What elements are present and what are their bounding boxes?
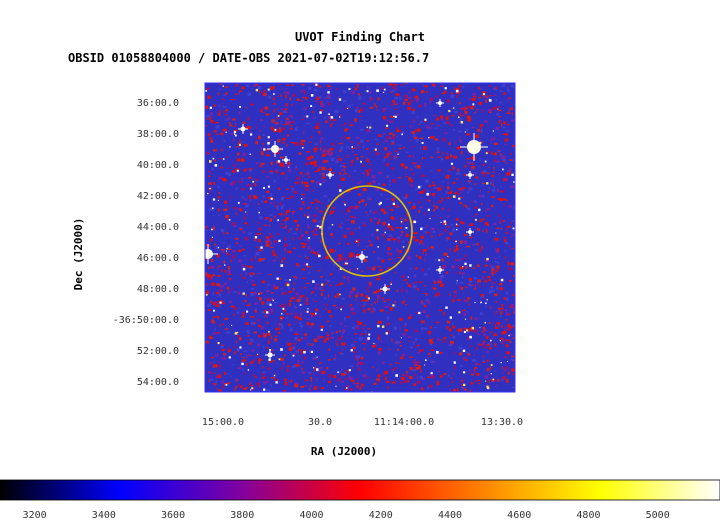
colorbar-tick-5000: 5000: [646, 510, 670, 521]
dec-tick-label: 48:00.0: [137, 284, 179, 295]
colorbar-tick-4200: 4200: [369, 510, 393, 521]
y-axis-label: Dec (J2000): [72, 218, 85, 291]
ra-tick-label: 11:14:00.0: [374, 417, 434, 428]
chart-title: UVOT Finding Chart: [294, 30, 426, 44]
dec-tick-label: 46:00.0: [137, 253, 179, 264]
image-frame: [204, 82, 516, 393]
dec-tick-labels: 36:00.0 38:00.0 40:00.0 42:00.0 44:00.0 46:00…: [113, 98, 179, 388]
colorbar: [0, 479, 720, 501]
colorbar-tick-3600: 3600: [161, 510, 185, 521]
sky-image: [205, 83, 515, 392]
dec-tick-label: 38:00.0: [137, 129, 179, 140]
dec-tick-label: 54:00.0: [137, 377, 179, 388]
ra-tick-labels: 15:00.0 30.0 11:14:00.0 13:30.0: [202, 417, 523, 428]
colorbar-tick-3200: 3200: [23, 510, 47, 521]
dec-tick-label: 42:00.0: [137, 191, 179, 202]
dec-tick-label: 36:00.0: [137, 98, 179, 109]
colorbar-tick-3800: 3800: [230, 510, 254, 521]
chart-subtitle: OBSID 01058804000 / DATE-OBS 2021-07-02T…: [68, 51, 430, 65]
dec-tick-label: -36:50:00.0: [113, 315, 179, 326]
dec-tick-label: 40:00.0: [137, 160, 179, 171]
dec-tick-label: 44:00.0: [137, 222, 179, 233]
colorbar-tick-4800: 4800: [576, 510, 600, 521]
ra-tick-label: 13:30.0: [481, 417, 523, 428]
source-region-circle: [321, 185, 413, 277]
dec-tick-label: 52:00.0: [137, 346, 179, 357]
colorbar-tick-4600: 4600: [507, 510, 531, 521]
colorbar-tick-labels: 3200 3400 3600 3800 4000 4200 4400 4600 4800 5000: [23, 510, 670, 521]
colorbar-tick-4000: 4000: [299, 510, 323, 521]
ra-tick-label: 15:00.0: [202, 417, 244, 428]
x-axis-label: RA (J2000): [311, 445, 377, 458]
colorbar-tick-3400: 3400: [92, 510, 116, 521]
colorbar-tick-4400: 4400: [438, 510, 462, 521]
ra-tick-label: 30.0: [308, 417, 332, 428]
